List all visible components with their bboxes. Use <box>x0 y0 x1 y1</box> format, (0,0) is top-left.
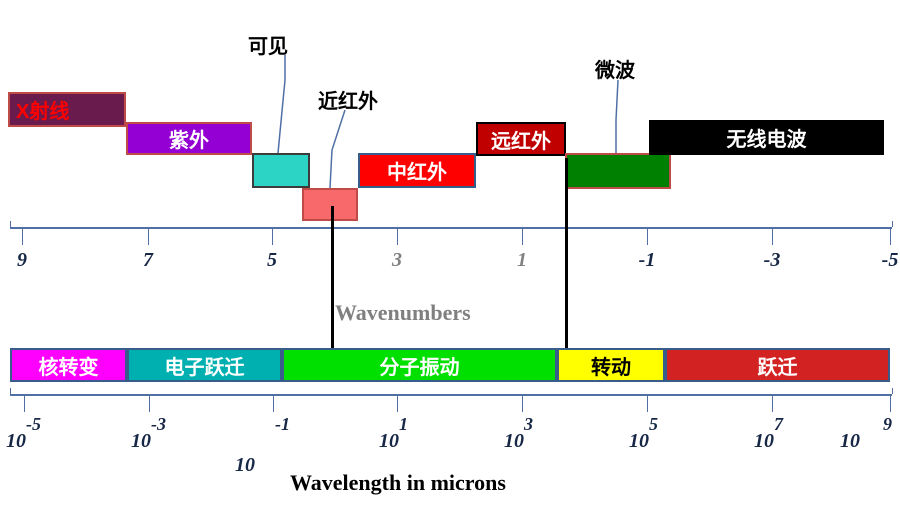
band-fir: 远红外 <box>476 122 566 156</box>
process-rotation: 转动 <box>557 348 665 382</box>
wn-tick-label: 1 <box>502 249 542 272</box>
wn-tick <box>772 227 773 245</box>
callout-nir-label: 近红外 <box>318 85 378 114</box>
vertical-arrow-bar <box>331 206 334 356</box>
band-visible <box>252 153 310 188</box>
wn-tick-label: 7 <box>128 249 168 272</box>
callout-micro-label: 微波 <box>595 54 635 83</box>
wl-tick <box>149 394 150 412</box>
band-uv: 紫外 <box>126 122 252 155</box>
wl-tick <box>522 394 523 412</box>
wavenumber-axis-line <box>10 227 892 229</box>
wl-tick-base: 10 <box>0 430 36 453</box>
wl-tick-base: 10 <box>744 430 784 453</box>
wl-axis-end <box>892 388 893 394</box>
wl-tick-base: 10 <box>225 454 265 477</box>
wl-tick-base: 10 <box>121 430 161 453</box>
band-mir: 中红外 <box>358 153 476 188</box>
wl-tick <box>273 394 274 412</box>
wl-tick-exp: -1 <box>275 414 309 435</box>
band-micro <box>565 153 671 189</box>
process-vibration: 分子振动 <box>282 348 557 382</box>
process-nuclear: 核转变 <box>10 348 127 382</box>
band-radio: 无线电波 <box>649 120 884 155</box>
wl-tick <box>647 394 648 412</box>
wl-tick <box>24 394 25 412</box>
callout-visible-leader <box>278 55 285 153</box>
wl-tick <box>397 394 398 412</box>
wn-tick <box>522 227 523 245</box>
process-transition: 跃迁 <box>665 348 890 382</box>
wavenumber-axis-title: Wavenumbers <box>335 300 471 326</box>
wn-tick <box>22 227 23 245</box>
callout-micro-leader <box>616 80 618 153</box>
wl-tick-base: 10 <box>830 430 870 453</box>
wn-tick <box>890 227 891 245</box>
wn-tick <box>148 227 149 245</box>
vertical-arrow-bar <box>565 158 568 356</box>
wn-tick-label: -5 <box>870 249 900 272</box>
wl-axis-end <box>10 388 11 394</box>
wn-tick-label: -1 <box>627 249 667 272</box>
wn-tick-label: 5 <box>252 249 292 272</box>
band-xray: X射线 <box>8 92 126 127</box>
wl-tick-base: 10 <box>494 430 534 453</box>
process-electron: 电子跃迁 <box>127 348 282 382</box>
wn-tick-label: 9 <box>2 249 42 272</box>
wn-tick <box>397 227 398 245</box>
wl-tick-base: 10 <box>619 430 659 453</box>
wl-tick-base: 10 <box>369 430 409 453</box>
band-nir <box>302 188 358 221</box>
wn-tick <box>647 227 648 245</box>
callout-visible-label: 可见 <box>248 30 288 59</box>
wn-tick-label: -3 <box>752 249 792 272</box>
wn-tick-label: 3 <box>377 249 417 272</box>
callout-nir-leader <box>330 110 345 188</box>
wn-axis-end <box>10 221 11 227</box>
wl-tick <box>772 394 773 412</box>
wl-tick <box>890 394 891 412</box>
wn-axis-end <box>892 221 893 227</box>
wn-tick <box>272 227 273 245</box>
wavelength-axis-title: Wavelength in microns <box>290 470 506 496</box>
wavelength-axis-line <box>10 394 892 396</box>
